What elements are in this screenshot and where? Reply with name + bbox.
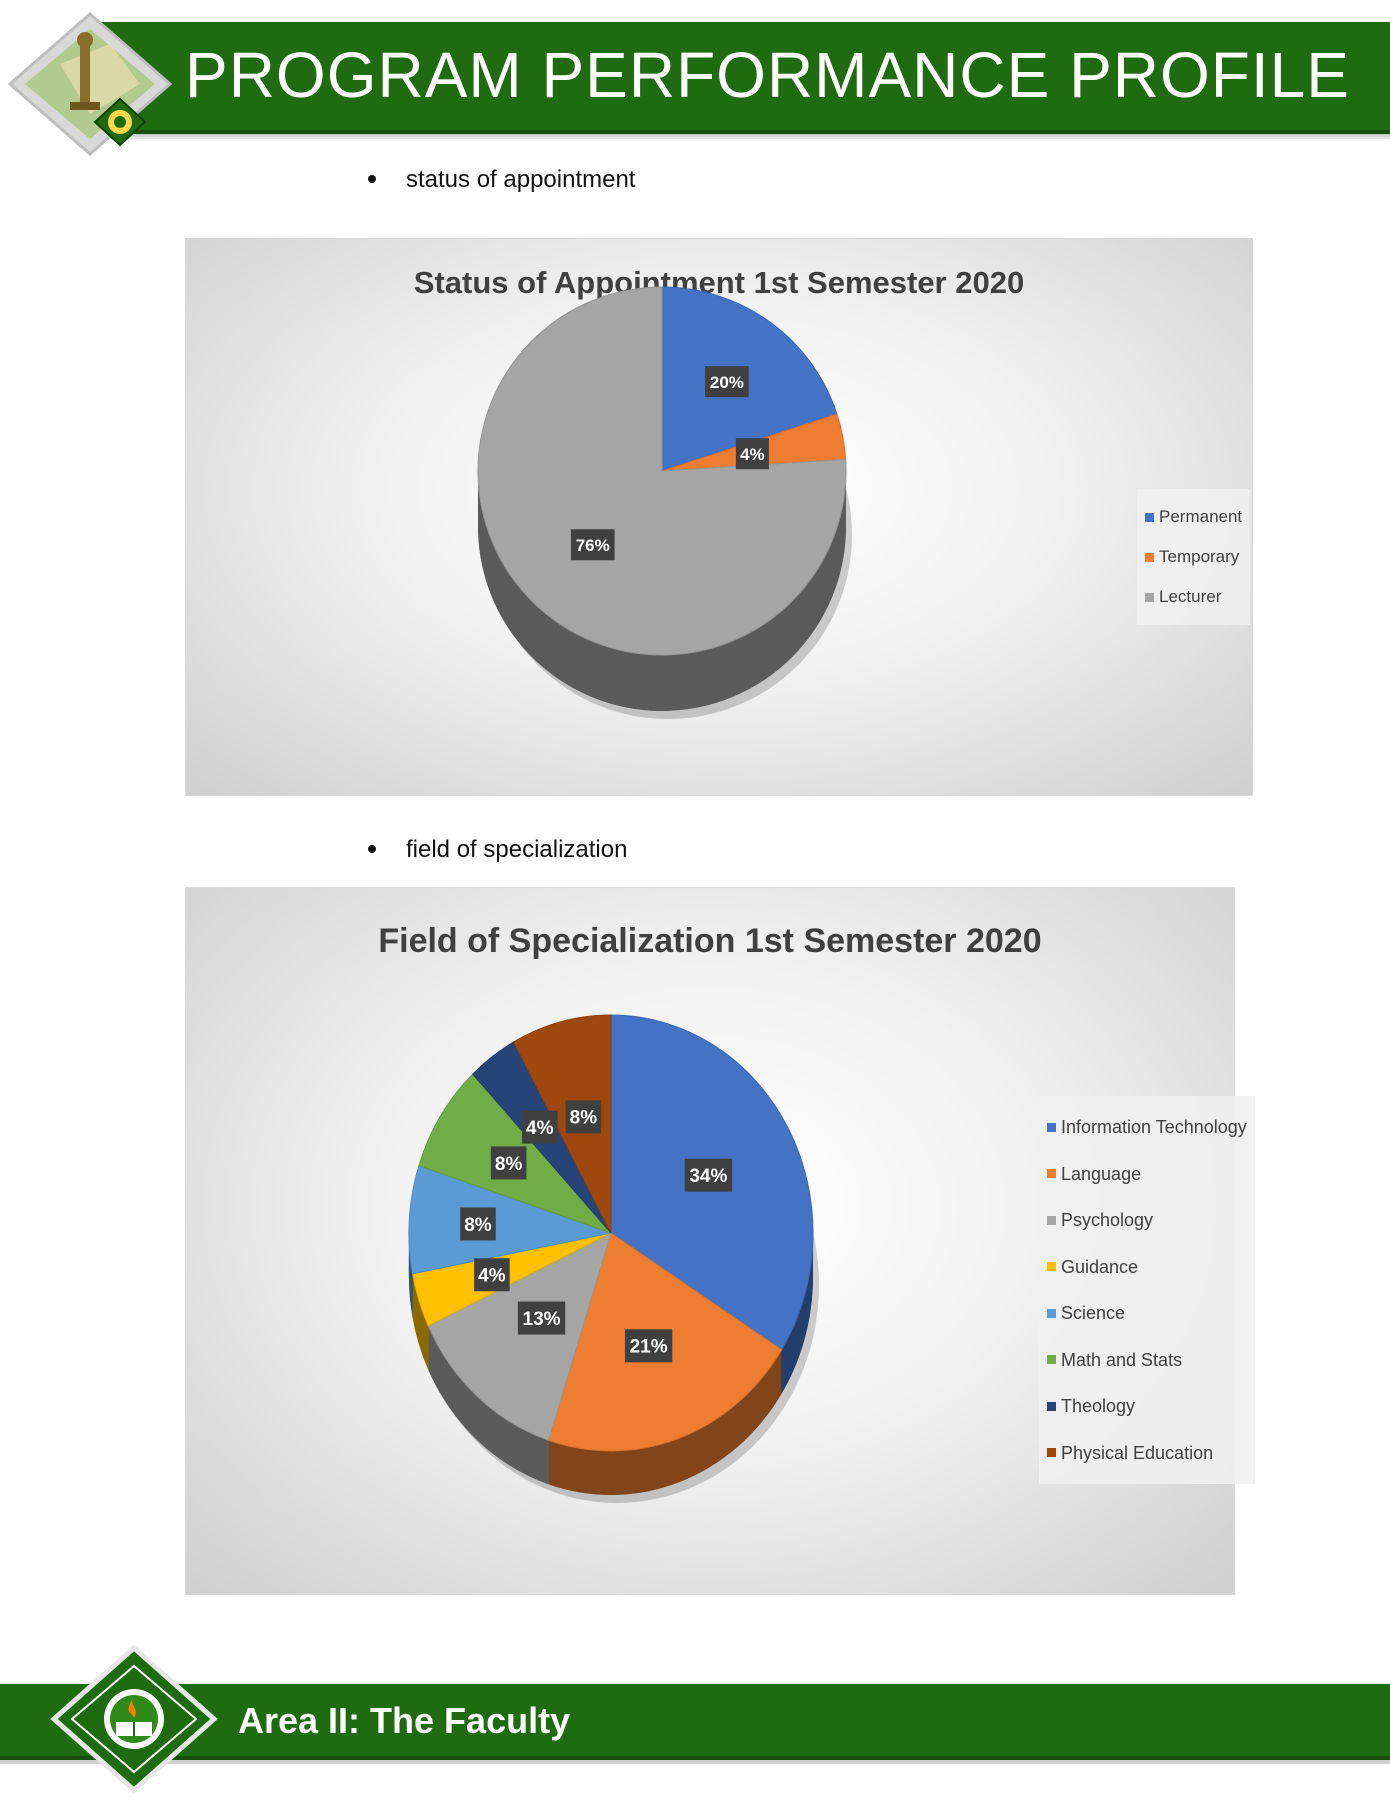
footer-divider bbox=[0, 1760, 1390, 1764]
data-label: 4% bbox=[478, 1266, 506, 1287]
legend-item: Temporary bbox=[1145, 537, 1242, 577]
legend-item: Physical Education bbox=[1047, 1430, 1247, 1477]
legend-label: Math and Stats bbox=[1061, 1349, 1183, 1370]
legend-label: Information Technology bbox=[1061, 1117, 1247, 1137]
legend-swatch bbox=[1145, 512, 1154, 522]
legend-item: Information Technology bbox=[1047, 1104, 1247, 1151]
pie-slice-permanent bbox=[661, 286, 838, 472]
pie-chart-specialization: 34%21%13%4%8%8%4% 8% bbox=[408, 1014, 819, 1503]
legend-label: Permanent bbox=[1159, 507, 1243, 526]
legend-item: Psychology bbox=[1047, 1197, 1247, 1244]
data-label-box bbox=[521, 1110, 558, 1144]
legend-label: Theology bbox=[1061, 1396, 1136, 1416]
data-label: 76% bbox=[576, 536, 610, 555]
data-label: 13% bbox=[523, 1309, 561, 1330]
bullet-dot-icon bbox=[368, 174, 376, 183]
legend-item: Permanent bbox=[1145, 497, 1242, 537]
legend-label: Guidance bbox=[1061, 1256, 1139, 1277]
data-label-box bbox=[570, 529, 615, 561]
data-label: 8% bbox=[570, 1108, 598, 1129]
page-title: PROGRAM PERFORMANCE PROFILE bbox=[185, 39, 1350, 111]
legend-label: Physical Education bbox=[1061, 1442, 1214, 1463]
legend-item: Language bbox=[1047, 1151, 1247, 1198]
pie-slice-psychology bbox=[427, 1232, 612, 1441]
chart-panel-specialization: Field of Specialization 1st Semester 202… bbox=[185, 887, 1255, 1595]
chart-panel-appointment: Status of Appointment 1st Semester 2020 … bbox=[185, 238, 1253, 796]
legend-label: Psychology bbox=[1061, 1210, 1154, 1230]
bullet-field-of-specialization: field of specialization bbox=[368, 836, 627, 864]
legend-swatch bbox=[1047, 1401, 1056, 1411]
legend-item: Theology bbox=[1047, 1383, 1247, 1430]
data-label: 8% bbox=[495, 1154, 523, 1175]
chart-title: Field of Specialization 1st Semester 202… bbox=[378, 922, 1042, 960]
legend-label: Temporary bbox=[1159, 547, 1240, 566]
legend-item: Guidance bbox=[1047, 1244, 1247, 1291]
legend-item: Math and Stats bbox=[1047, 1337, 1247, 1384]
data-label: 34% bbox=[689, 1166, 727, 1187]
footer-band bbox=[0, 1684, 1390, 1760]
data-label: 21% bbox=[630, 1337, 668, 1358]
header-divider bbox=[100, 134, 1390, 139]
data-label: 8% bbox=[464, 1215, 492, 1236]
bullet-dot-icon bbox=[368, 844, 376, 853]
data-label-box bbox=[517, 1301, 566, 1335]
legend-swatch bbox=[1047, 1308, 1056, 1318]
pie-slice-science bbox=[408, 1164, 613, 1275]
data-label-box bbox=[735, 438, 769, 470]
data-label-box bbox=[624, 1329, 673, 1363]
legend-swatch bbox=[1145, 552, 1154, 562]
header-band bbox=[100, 22, 1390, 134]
bullet-status-of-appointment: status of appointment bbox=[368, 166, 635, 194]
legend-label: Science bbox=[1061, 1303, 1126, 1323]
university-logo-icon bbox=[7, 12, 173, 156]
chart-legend: Permanent Temporary Lecturer bbox=[1137, 489, 1251, 625]
data-label-box bbox=[705, 366, 749, 398]
data-label: 4% bbox=[526, 1118, 554, 1139]
pie-slice-physical-education bbox=[513, 1014, 612, 1234]
legend-swatch bbox=[1047, 1448, 1056, 1458]
data-label-box bbox=[490, 1146, 527, 1180]
data-label-box bbox=[565, 1100, 602, 1134]
data-label: 20% bbox=[710, 373, 744, 392]
data-label: 4% bbox=[740, 445, 765, 464]
pie-chart-appointment: 20% 4% 76% bbox=[477, 286, 852, 719]
data-label-box bbox=[684, 1158, 733, 1192]
legend-swatch bbox=[1047, 1215, 1056, 1225]
data-label-box bbox=[460, 1207, 496, 1241]
chart-title: Status of Appointment 1st Semester 2020 bbox=[413, 265, 1025, 300]
legend-item: Science bbox=[1047, 1290, 1247, 1337]
legend-item: Lecturer bbox=[1145, 577, 1242, 617]
legend-label: Lecturer bbox=[1159, 587, 1222, 606]
legend-swatch bbox=[1047, 1122, 1056, 1132]
legend-swatch bbox=[1047, 1262, 1056, 1272]
data-label-box bbox=[474, 1258, 510, 1292]
legend-swatch bbox=[1145, 592, 1154, 602]
chart-legend: Information Technology Language Psychology… bbox=[1039, 1096, 1255, 1484]
legend-swatch bbox=[1047, 1169, 1056, 1179]
legend-label: Language bbox=[1061, 1163, 1142, 1184]
university-seal-icon bbox=[50, 1644, 218, 1794]
footer-title: Area II: The Faculty bbox=[238, 1700, 571, 1741]
bullet-text: field of specialization bbox=[406, 836, 628, 863]
legend-swatch bbox=[1047, 1355, 1056, 1365]
pie-slice-lecturer bbox=[477, 286, 847, 656]
bullet-text: status of appointment bbox=[406, 166, 636, 193]
